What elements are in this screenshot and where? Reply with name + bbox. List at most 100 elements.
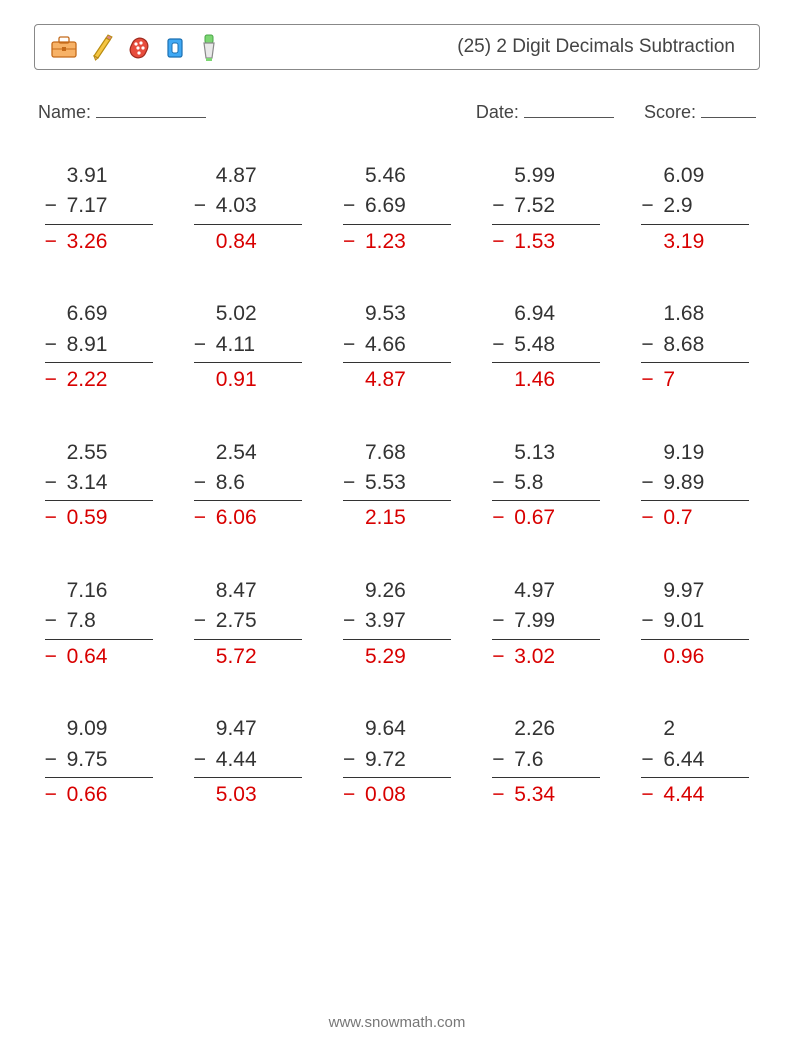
problem: 5.02−4.110.91: [194, 299, 302, 395]
minuend: 4.97: [514, 576, 600, 606]
minuend-row: 9.26: [343, 576, 451, 606]
subtrahend-row: −9.89: [641, 468, 749, 498]
minus-icon: −: [343, 330, 365, 360]
date-field: Date:: [476, 98, 614, 123]
subtrahend-row: −3.97: [343, 606, 451, 636]
minus-icon: −: [343, 745, 365, 775]
minus-icon: −: [492, 468, 514, 498]
answer-sign: −: [194, 503, 216, 533]
minuend: 9.53: [365, 299, 451, 329]
answer: 4.87: [365, 365, 451, 395]
date-label: Date:: [476, 102, 519, 122]
subtrahend: 7.8: [67, 606, 153, 636]
minus-icon: −: [641, 191, 663, 221]
problem: 1.68−8.68−7: [641, 299, 749, 395]
minuend-row: 2.26: [492, 714, 600, 744]
pill-icon: [125, 33, 153, 61]
answer-sign: [641, 642, 663, 672]
problem: 9.64−9.72−0.08: [343, 714, 451, 810]
problem: 8.47−2.755.72: [194, 576, 302, 672]
minus-icon: −: [492, 330, 514, 360]
problem: 5.99−7.52−1.53: [492, 161, 600, 257]
problem: 7.68−5.532.15: [343, 438, 451, 534]
problem: 9.97−9.010.96: [641, 576, 749, 672]
subtrahend: 7.6: [514, 745, 600, 775]
answer: 0.7: [663, 503, 749, 533]
minuend: 2.54: [216, 438, 302, 468]
minuend: 5.02: [216, 299, 302, 329]
minuend-row: 5.13: [492, 438, 600, 468]
score-field: Score:: [644, 98, 756, 123]
minuend-row: 2.54: [194, 438, 302, 468]
answer-row: −0.08: [343, 778, 451, 810]
briefcase-icon: [49, 33, 79, 61]
subtrahend-row: −4.66: [343, 330, 451, 360]
minus-icon: −: [343, 468, 365, 498]
minuend: 2.26: [514, 714, 600, 744]
minuend-row: 5.02: [194, 299, 302, 329]
answer-sign: [641, 227, 663, 257]
answer: 0.66: [67, 780, 153, 810]
answer: 5.03: [216, 780, 302, 810]
minus-icon: −: [194, 330, 216, 360]
info-row: Name: Date: Score:: [34, 98, 760, 123]
problem: 2.54−8.6−6.06: [194, 438, 302, 534]
answer-sign: −: [641, 365, 663, 395]
problems-grid: 3.91−7.17−3.264.87−4.030.845.46−6.69−1.2…: [34, 161, 760, 811]
problem: 6.09−2.9 3.19: [641, 161, 749, 257]
minuend-row: 9.53: [343, 299, 451, 329]
minus-icon: −: [641, 606, 663, 636]
minuend-row: 7.68: [343, 438, 451, 468]
answer: 0.08: [365, 780, 451, 810]
answer-sign: [194, 642, 216, 672]
worksheet-title: (25) 2 Digit Decimals Subtraction: [457, 36, 745, 58]
answer: 7: [663, 365, 749, 395]
problem: 4.87−4.030.84: [194, 161, 302, 257]
answer: 3.02: [514, 642, 600, 672]
problem: 9.53−4.66 4.87: [343, 299, 451, 395]
subtrahend-row: −8.6: [194, 468, 302, 498]
answer-sign: −: [45, 780, 67, 810]
answer: 0.96: [663, 642, 749, 672]
subtrahend: 9.89: [663, 468, 749, 498]
minuend-row: 9.09: [45, 714, 153, 744]
minus-icon: −: [194, 191, 216, 221]
answer: 3.19: [663, 227, 749, 257]
subtrahend: 4.03: [216, 191, 302, 221]
answer: 2.15: [365, 503, 451, 533]
minuend-row: 1.68: [641, 299, 749, 329]
subtrahend-row: −7.8: [45, 606, 153, 636]
answer-row: −0.64: [45, 640, 153, 672]
date-blank[interactable]: [524, 98, 614, 118]
subtrahend-row: −5.48: [492, 330, 600, 360]
answer-sign: [343, 642, 365, 672]
minus-icon: −: [641, 468, 663, 498]
subtrahend: 9.01: [663, 606, 749, 636]
minuend-row: 8.47: [194, 576, 302, 606]
name-blank[interactable]: [96, 98, 206, 118]
subtrahend: 7.52: [514, 191, 600, 221]
subtrahend-row: −9.75: [45, 745, 153, 775]
answer-row: −4.44: [641, 778, 749, 810]
answer-row: 5.29: [343, 640, 451, 672]
minuend-row: 9.47: [194, 714, 302, 744]
minuend: 6.09: [663, 161, 749, 191]
problem: 3.91−7.17−3.26: [45, 161, 153, 257]
highlighter-icon: [197, 32, 221, 62]
problem: 6.69−8.91−2.22: [45, 299, 153, 395]
minus-icon: −: [492, 606, 514, 636]
minuend-row: 5.99: [492, 161, 600, 191]
subtrahend-row: −5.8: [492, 468, 600, 498]
worksheet-page: (25) 2 Digit Decimals Subtraction Name: …: [0, 0, 794, 1053]
minuend: 5.13: [514, 438, 600, 468]
answer-sign: [343, 503, 365, 533]
minuend-row: 6.69: [45, 299, 153, 329]
answer-row: 0.84: [194, 225, 302, 257]
subtrahend: 2.9: [663, 191, 749, 221]
minus-icon: −: [343, 606, 365, 636]
answer-row: −0.59: [45, 501, 153, 533]
subtrahend-row: −7.6: [492, 745, 600, 775]
score-blank[interactable]: [701, 98, 756, 118]
problem: 7.16−7.8−0.64: [45, 576, 153, 672]
problem: 6.94−5.481.46: [492, 299, 600, 395]
